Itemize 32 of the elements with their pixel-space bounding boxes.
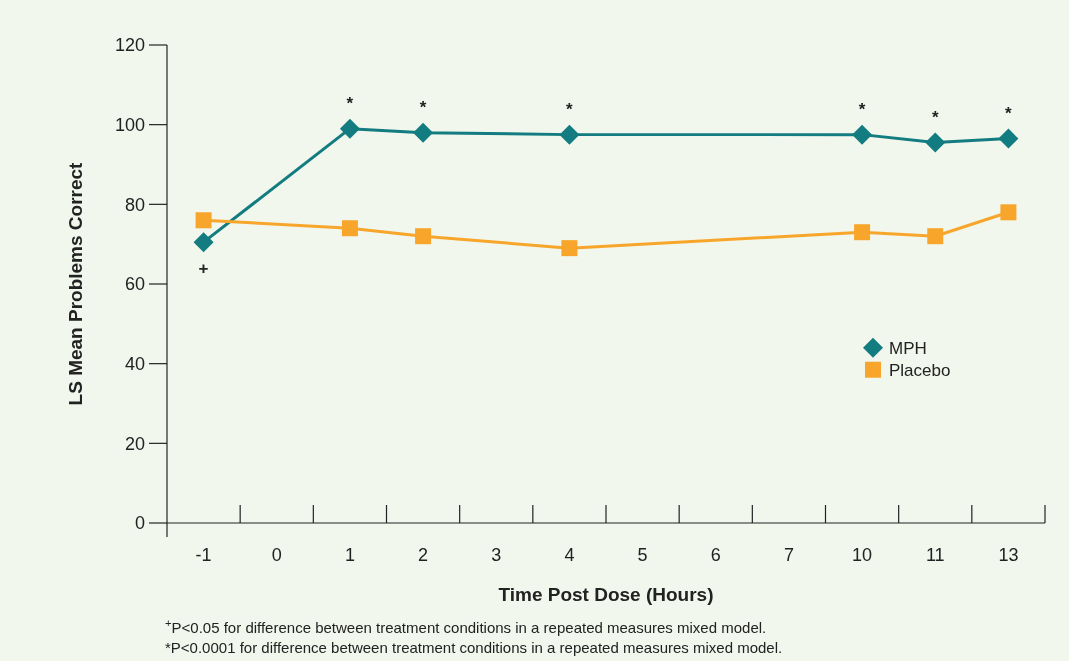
data-label: * xyxy=(566,99,574,119)
text: $^{+}$P<0.05 for difference between treatment conditions in a repeated measures mixed model. xyxy=(165,617,767,636)
data-label: + xyxy=(198,259,209,279)
y-tick-label: 80 xyxy=(124,194,145,215)
x-tick-label: 2 xyxy=(418,545,429,565)
x-tick-label: 4 xyxy=(564,545,575,565)
legend-label: Placebo xyxy=(889,360,951,380)
x-tick-label: 5 xyxy=(637,545,648,565)
y-tick-label: 60 xyxy=(124,274,145,295)
y-tick-label: 100 xyxy=(114,114,145,135)
data-label: * xyxy=(858,99,866,119)
legend-label: MPH xyxy=(889,338,927,358)
x-tick-label: -1 xyxy=(195,545,212,565)
x-tick-label: 3 xyxy=(491,545,502,565)
x-tick-label: 6 xyxy=(710,545,721,565)
text: *P<0.0001 for difference between treatment conditions in a repeated measures mixed model. xyxy=(165,639,783,656)
x-tick-label: 11 xyxy=(925,545,945,565)
x-tick-label: 13 xyxy=(998,545,1019,565)
x-tick-label: 1 xyxy=(344,545,355,565)
y-tick-label: 120 xyxy=(114,35,145,56)
data-label: * xyxy=(419,97,427,117)
data-label: * xyxy=(931,107,939,127)
x-tick-label: 10 xyxy=(852,545,873,565)
x-axis-title: Time Post Dose (Hours) xyxy=(498,584,714,605)
y-axis-title: LS Mean Problems Correct xyxy=(65,161,86,406)
y-tick-label: 0 xyxy=(134,513,145,534)
x-tick-label: 7 xyxy=(783,545,794,565)
y-tick-label: 40 xyxy=(124,353,145,374)
data-label: * xyxy=(1005,103,1013,123)
x-tick-label: 0 xyxy=(271,545,282,565)
y-tick-label: 20 xyxy=(124,433,145,454)
data-label: * xyxy=(346,93,354,113)
